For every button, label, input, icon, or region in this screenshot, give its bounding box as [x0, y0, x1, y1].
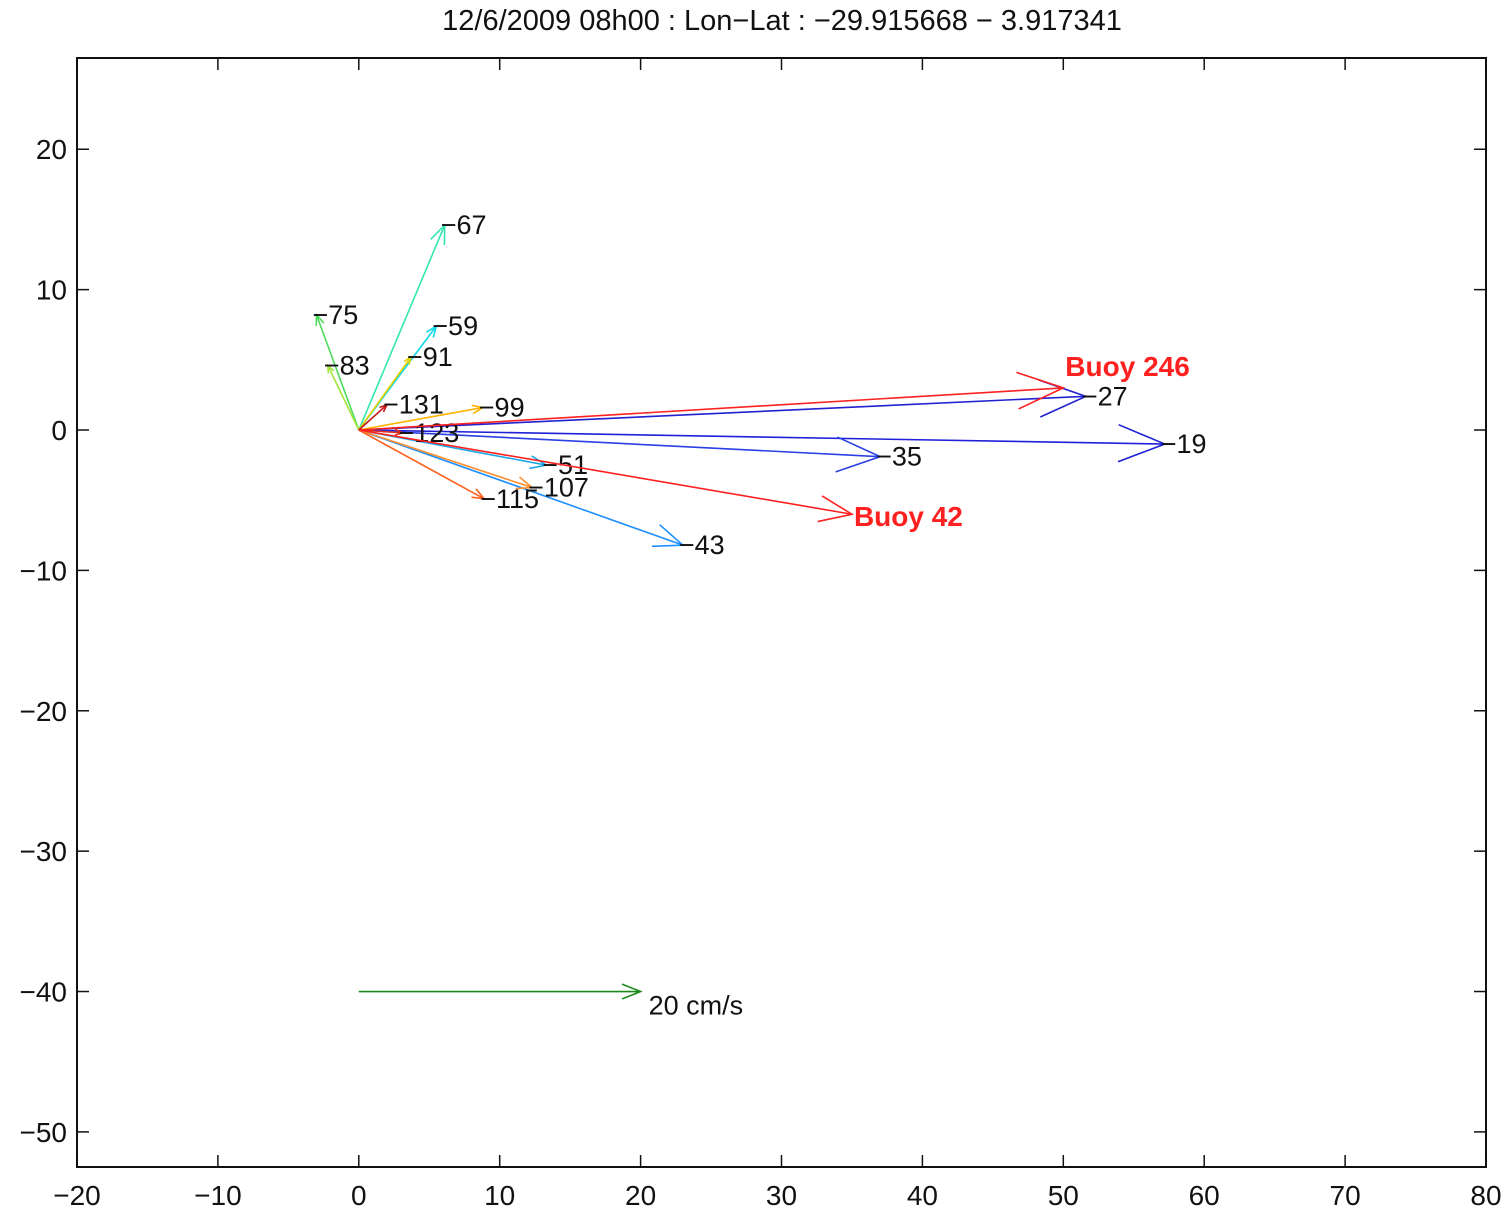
buoy-vector-1 — [358, 429, 855, 523]
vector-0 — [358, 423, 1167, 463]
scale-label: 20 cm/s — [649, 991, 744, 1021]
vector-11 — [358, 429, 535, 490]
vector-10-head — [471, 404, 485, 415]
vector-12 — [358, 429, 487, 500]
axis-ticks — [76, 58, 1487, 1167]
vector-0-head — [1117, 423, 1167, 463]
buoy-vector-1-shaft — [358, 429, 853, 516]
x-tick-label: 60 — [1189, 1180, 1220, 1210]
vector-5-head — [425, 324, 438, 338]
vector-14-shaft — [358, 404, 388, 431]
vector-label: −27 — [1082, 381, 1128, 411]
vector-9-shaft — [358, 356, 412, 431]
scale-arrow-head — [621, 983, 643, 1000]
vector-9 — [358, 355, 413, 431]
y-tick-label: 20 — [36, 134, 67, 165]
x-tick-label: 70 — [1330, 1180, 1361, 1210]
x-tick-label: 10 — [484, 1180, 515, 1210]
vector-1 — [358, 379, 1088, 431]
vector-label: −59 — [432, 311, 478, 341]
chart-title: 12/6/2009 08h00 : Lon−Lat : −29.915668 −… — [442, 5, 1122, 37]
x-tick-label: 0 — [351, 1180, 367, 1210]
y-tick-label: −40 — [20, 977, 68, 1008]
vector-label: −83 — [324, 350, 370, 380]
vector-7 — [315, 312, 360, 431]
vector-14-head — [379, 403, 389, 413]
vector-label: −91 — [407, 342, 453, 372]
x-tick-label: −20 — [53, 1180, 101, 1210]
vector-11-shaft — [358, 429, 533, 489]
x-tick-label: 20 — [625, 1180, 656, 1210]
vector-8 — [326, 363, 360, 431]
y-tick-label: −10 — [20, 555, 68, 586]
vector-10 — [358, 404, 485, 431]
vector-label: −115 — [480, 484, 539, 514]
vector-label: −75 — [313, 300, 359, 330]
plot-frame — [76, 57, 1487, 1168]
vector-7-head — [315, 312, 325, 326]
vector-13-head — [394, 428, 405, 437]
vector-label: −19 — [1161, 429, 1207, 459]
vector-6-shaft — [358, 224, 446, 431]
y-tick-label: 0 — [51, 415, 67, 446]
buoy-label: Buoy 42 — [854, 501, 963, 532]
vector-7-shaft — [315, 314, 360, 431]
vector-8-shaft — [327, 365, 360, 431]
vector-label: −107 — [528, 473, 589, 503]
vector-labels: −19−27−35−43−51−59−67−75−83−91−99−107−11… — [313, 210, 1207, 560]
vector-label: −67 — [441, 210, 487, 240]
vector-3-head — [651, 524, 685, 548]
x-tick-label: 80 — [1470, 1180, 1501, 1210]
vector-2-head — [835, 436, 883, 473]
current-vectors — [315, 223, 1167, 548]
vector-6-head — [430, 223, 446, 246]
buoy-label: Buoy 246 — [1065, 351, 1190, 382]
vector-11-head — [515, 476, 535, 490]
buoy-vectors: Buoy 246 Buoy 42 — [358, 351, 1190, 532]
vector-2 — [358, 429, 883, 473]
buoy-vector-0-shaft — [358, 387, 1064, 431]
vector-8-head — [326, 363, 335, 374]
vector-label: −131 — [383, 390, 444, 420]
vector-12-shaft — [358, 429, 485, 500]
vector-label: −99 — [479, 393, 525, 423]
buoy-vector-0 — [358, 371, 1066, 431]
scale-arrow-group: 20 cm/s — [358, 983, 744, 1021]
buoy-vector-1-head — [817, 495, 855, 523]
x-tick-label: 40 — [907, 1180, 938, 1210]
vector-label: −43 — [679, 530, 725, 560]
x-tick-label: −10 — [194, 1180, 242, 1210]
x-tick-label: 30 — [766, 1180, 797, 1210]
vector-1-shaft — [358, 395, 1086, 431]
axis-tick-labels: −20 −10 0 10 20 30 40 50 60 70 80 −50 −40 −30 −20 −10 0 1… — [20, 134, 1502, 1210]
scale-arrow — [358, 983, 643, 1000]
vector-0-shaft — [358, 429, 1165, 445]
vector-4-head — [529, 455, 549, 470]
vector-14 — [358, 403, 389, 431]
y-tick-label: −20 — [20, 696, 68, 727]
y-tick-label: 10 — [36, 275, 67, 306]
x-tick-label: 50 — [1048, 1180, 1079, 1210]
buoy-vector-0-head — [1016, 371, 1066, 410]
vector-2-shaft — [358, 429, 881, 458]
y-tick-label: −50 — [20, 1117, 68, 1148]
vector-6 — [358, 223, 446, 431]
vector-label: −123 — [398, 418, 459, 448]
vector-10-shaft — [358, 406, 483, 431]
vector-9-head — [403, 355, 413, 366]
vector-12-head — [471, 488, 487, 500]
vector-label: −35 — [876, 442, 922, 472]
y-tick-label: −30 — [20, 836, 68, 867]
